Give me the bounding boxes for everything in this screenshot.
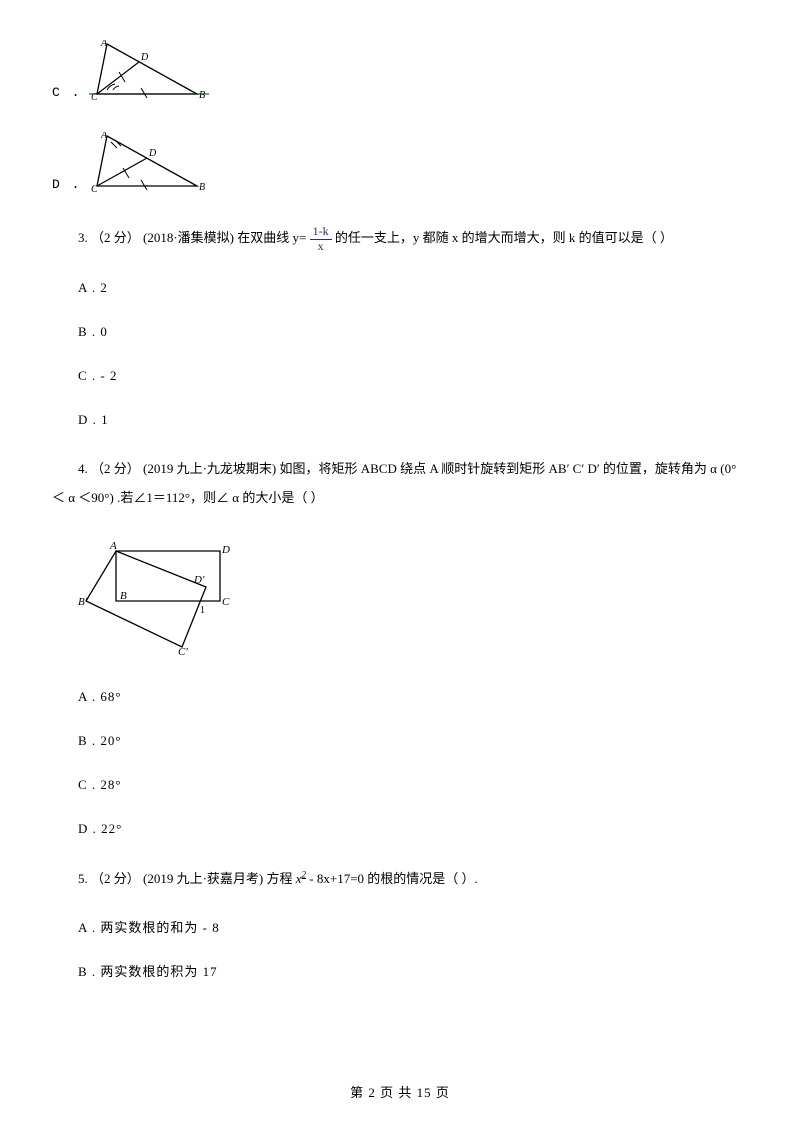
svg-text:C: C	[222, 596, 230, 608]
svg-text:B′: B′	[78, 596, 88, 608]
option-c-row: C . A B C D	[52, 40, 748, 102]
q3-fraction: 1-k x	[310, 225, 332, 252]
q3-frac-num: 1-k	[310, 225, 332, 239]
question-5: 5. （2 分） (2019 九上·获嘉月考) 方程 x2 - 8x+17=0 …	[52, 865, 748, 894]
page-footer: 第 2 页 共 15 页	[0, 1084, 800, 1102]
q3-post: 的任一支上，y 都随 x 的增大而增大，则 k 的值可以是（ ）	[335, 230, 673, 245]
q3-frac-den: x	[310, 240, 332, 253]
svg-text:D: D	[148, 148, 157, 159]
option-d-row: D . A B C D	[52, 132, 748, 194]
svg-text:D: D	[140, 52, 149, 63]
q5-x2: x2	[296, 871, 306, 886]
triangle-d-diagram: A B C D	[89, 132, 209, 194]
q3-option-c: C . - 2	[78, 367, 748, 385]
q4-option-a: A . 68°	[78, 688, 748, 706]
q5-option-b: B . 两实数根的积为 17	[78, 963, 748, 981]
rectangle-rotation-diagram: A D C B B′ C′ D′ 1	[78, 539, 238, 657]
svg-text:D′: D′	[193, 574, 205, 586]
option-c-label: C .	[52, 84, 81, 102]
svg-text:C′: C′	[178, 646, 188, 657]
q5-post: - 8x+17=0 的根的情况是（ ）.	[306, 871, 478, 886]
svg-text:A: A	[100, 132, 108, 141]
svg-text:A: A	[109, 540, 117, 552]
option-d-label: D .	[52, 176, 81, 194]
svg-text:B: B	[199, 182, 205, 193]
svg-text:C: C	[91, 92, 98, 102]
svg-text:C: C	[91, 184, 98, 194]
q5-pre: 5. （2 分） (2019 九上·获嘉月考) 方程	[78, 871, 296, 886]
svg-text:A: A	[100, 40, 108, 49]
q3-option-a: A . 2	[78, 279, 748, 297]
q4-option-c: C . 28°	[78, 776, 748, 794]
question-4: 4. （2 分） (2019 九上·九龙坡期末) 如图，将矩形 ABCD 绕点 …	[52, 455, 748, 512]
q3-pre: 3. （2 分） (2018·潘集模拟) 在双曲线 y=	[52, 224, 306, 253]
triangle-c-diagram: A B C D	[89, 40, 209, 102]
q3-option-b: B . 0	[78, 323, 748, 341]
question-3: 3. （2 分） (2018·潘集模拟) 在双曲线 y= 1-k x 的任一支上…	[52, 224, 748, 253]
q4-diagram-wrap: A D C B B′ C′ D′ 1	[78, 539, 748, 662]
q4-option-b: B . 20°	[78, 732, 748, 750]
svg-text:1: 1	[200, 605, 205, 616]
svg-text:B: B	[120, 590, 127, 602]
q5-option-a: A . 两实数根的和为 - 8	[78, 919, 748, 937]
svg-text:D: D	[221, 544, 230, 556]
q3-option-d: D . 1	[78, 411, 748, 429]
svg-text:B: B	[199, 90, 205, 101]
q4-option-d: D . 22°	[78, 820, 748, 838]
